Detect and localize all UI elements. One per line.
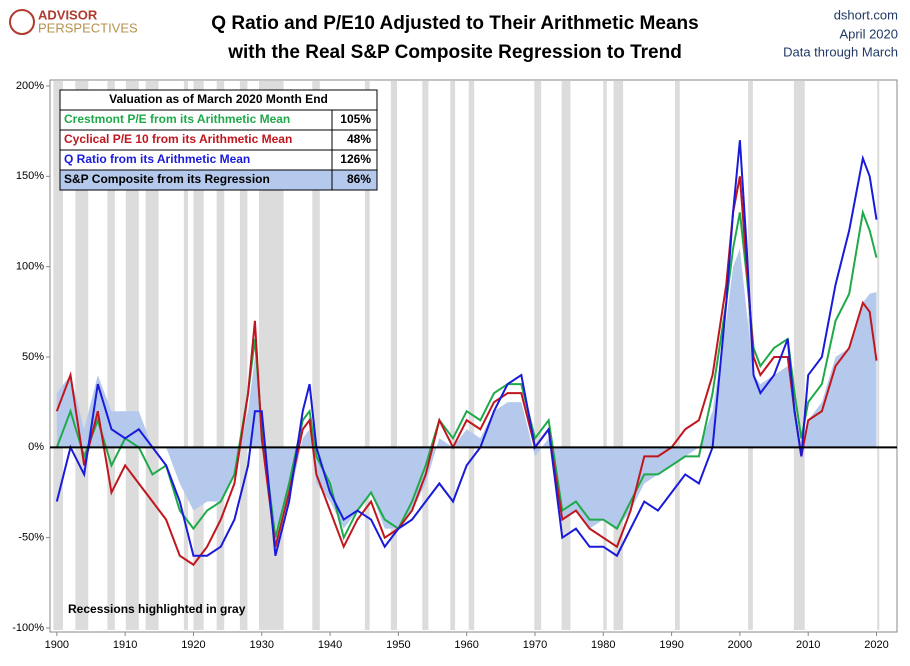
recession-band: [312, 81, 320, 630]
chart-subtitle: with the Real S&P Composite Regression t…: [227, 42, 682, 63]
x-tick-label: 1940: [318, 639, 342, 651]
y-tick-label: -100%: [12, 622, 44, 634]
series-line: [55, 208, 878, 541]
plot-frame: [49, 79, 898, 633]
y-tick-label: 150%: [16, 170, 44, 182]
recession-band: [183, 81, 188, 630]
x-tick-label: 2010: [796, 639, 820, 651]
recession-band: [364, 81, 370, 630]
x-tick-label: 1930: [250, 639, 274, 651]
recession-band: [561, 81, 571, 630]
recession-band: [107, 81, 115, 630]
series-area: [56, 248, 877, 529]
recession-band: [53, 81, 63, 630]
recession-band: [450, 81, 456, 630]
recession-band: [390, 81, 397, 630]
chart-title: Q Ratio and P/E10 Adjusted to Their Arit…: [211, 13, 698, 34]
series-line: [55, 140, 878, 558]
recession-band: [793, 81, 805, 630]
recession-band: [239, 81, 248, 630]
recession-band: [422, 81, 429, 630]
legend-label: Cyclical P/E 10 from its Arithmetic Mean: [64, 132, 292, 146]
source: Data through March: [783, 44, 898, 59]
source: April 2020: [839, 26, 898, 41]
recession-band: [75, 81, 89, 630]
recession-band: [613, 81, 624, 630]
recession-band: [877, 81, 880, 630]
recession-band: [125, 81, 139, 630]
y-tick-label: -50%: [18, 532, 44, 544]
x-tick-label: 1900: [45, 639, 69, 651]
x-tick-label: 1950: [386, 639, 410, 651]
x-tick-label: 1910: [113, 639, 137, 651]
annotation: Recessions highlighted in gray: [68, 602, 246, 616]
x-tick-label: 1980: [591, 639, 615, 651]
legend-value: 48%: [347, 132, 371, 146]
legend-title: Valuation as of March 2020 Month End: [109, 92, 328, 106]
x-tick-label: 2000: [728, 639, 752, 651]
x-tick-label: 1970: [523, 639, 547, 651]
recession-band: [468, 81, 475, 630]
legend-value: 126%: [340, 152, 371, 166]
legend-label: S&P Composite from its Regression: [64, 172, 270, 186]
y-tick-label: 0%: [28, 441, 44, 453]
x-tick-label: 2020: [864, 639, 888, 651]
legend-label: Crestmont P/E from its Arithmetic Mean: [64, 112, 290, 126]
legend-label: Q Ratio from its Arithmetic Mean: [64, 152, 250, 166]
recession-band: [534, 81, 542, 630]
y-tick-label: 50%: [22, 351, 44, 363]
legend-value: 86%: [347, 172, 371, 186]
legend-cell: [331, 169, 378, 191]
series-line: [55, 176, 878, 567]
recession-band: [216, 81, 225, 630]
y-tick-label: 100%: [16, 261, 44, 273]
recession-band: [145, 81, 159, 630]
x-tick-label: 1920: [181, 639, 205, 651]
logo: ADVISOR: [38, 7, 98, 22]
source: dshort.com: [834, 7, 898, 22]
y-tick-label: 200%: [16, 80, 44, 92]
logo: PERSPECTIVES: [38, 20, 138, 35]
recession-band: [603, 81, 607, 630]
logo-icon: [9, 9, 35, 35]
x-tick-label: 1960: [454, 639, 478, 651]
recession-band: [675, 81, 680, 630]
legend-value: 105%: [340, 112, 371, 126]
recession-band: [193, 81, 204, 630]
x-tick-label: 1990: [659, 639, 683, 651]
